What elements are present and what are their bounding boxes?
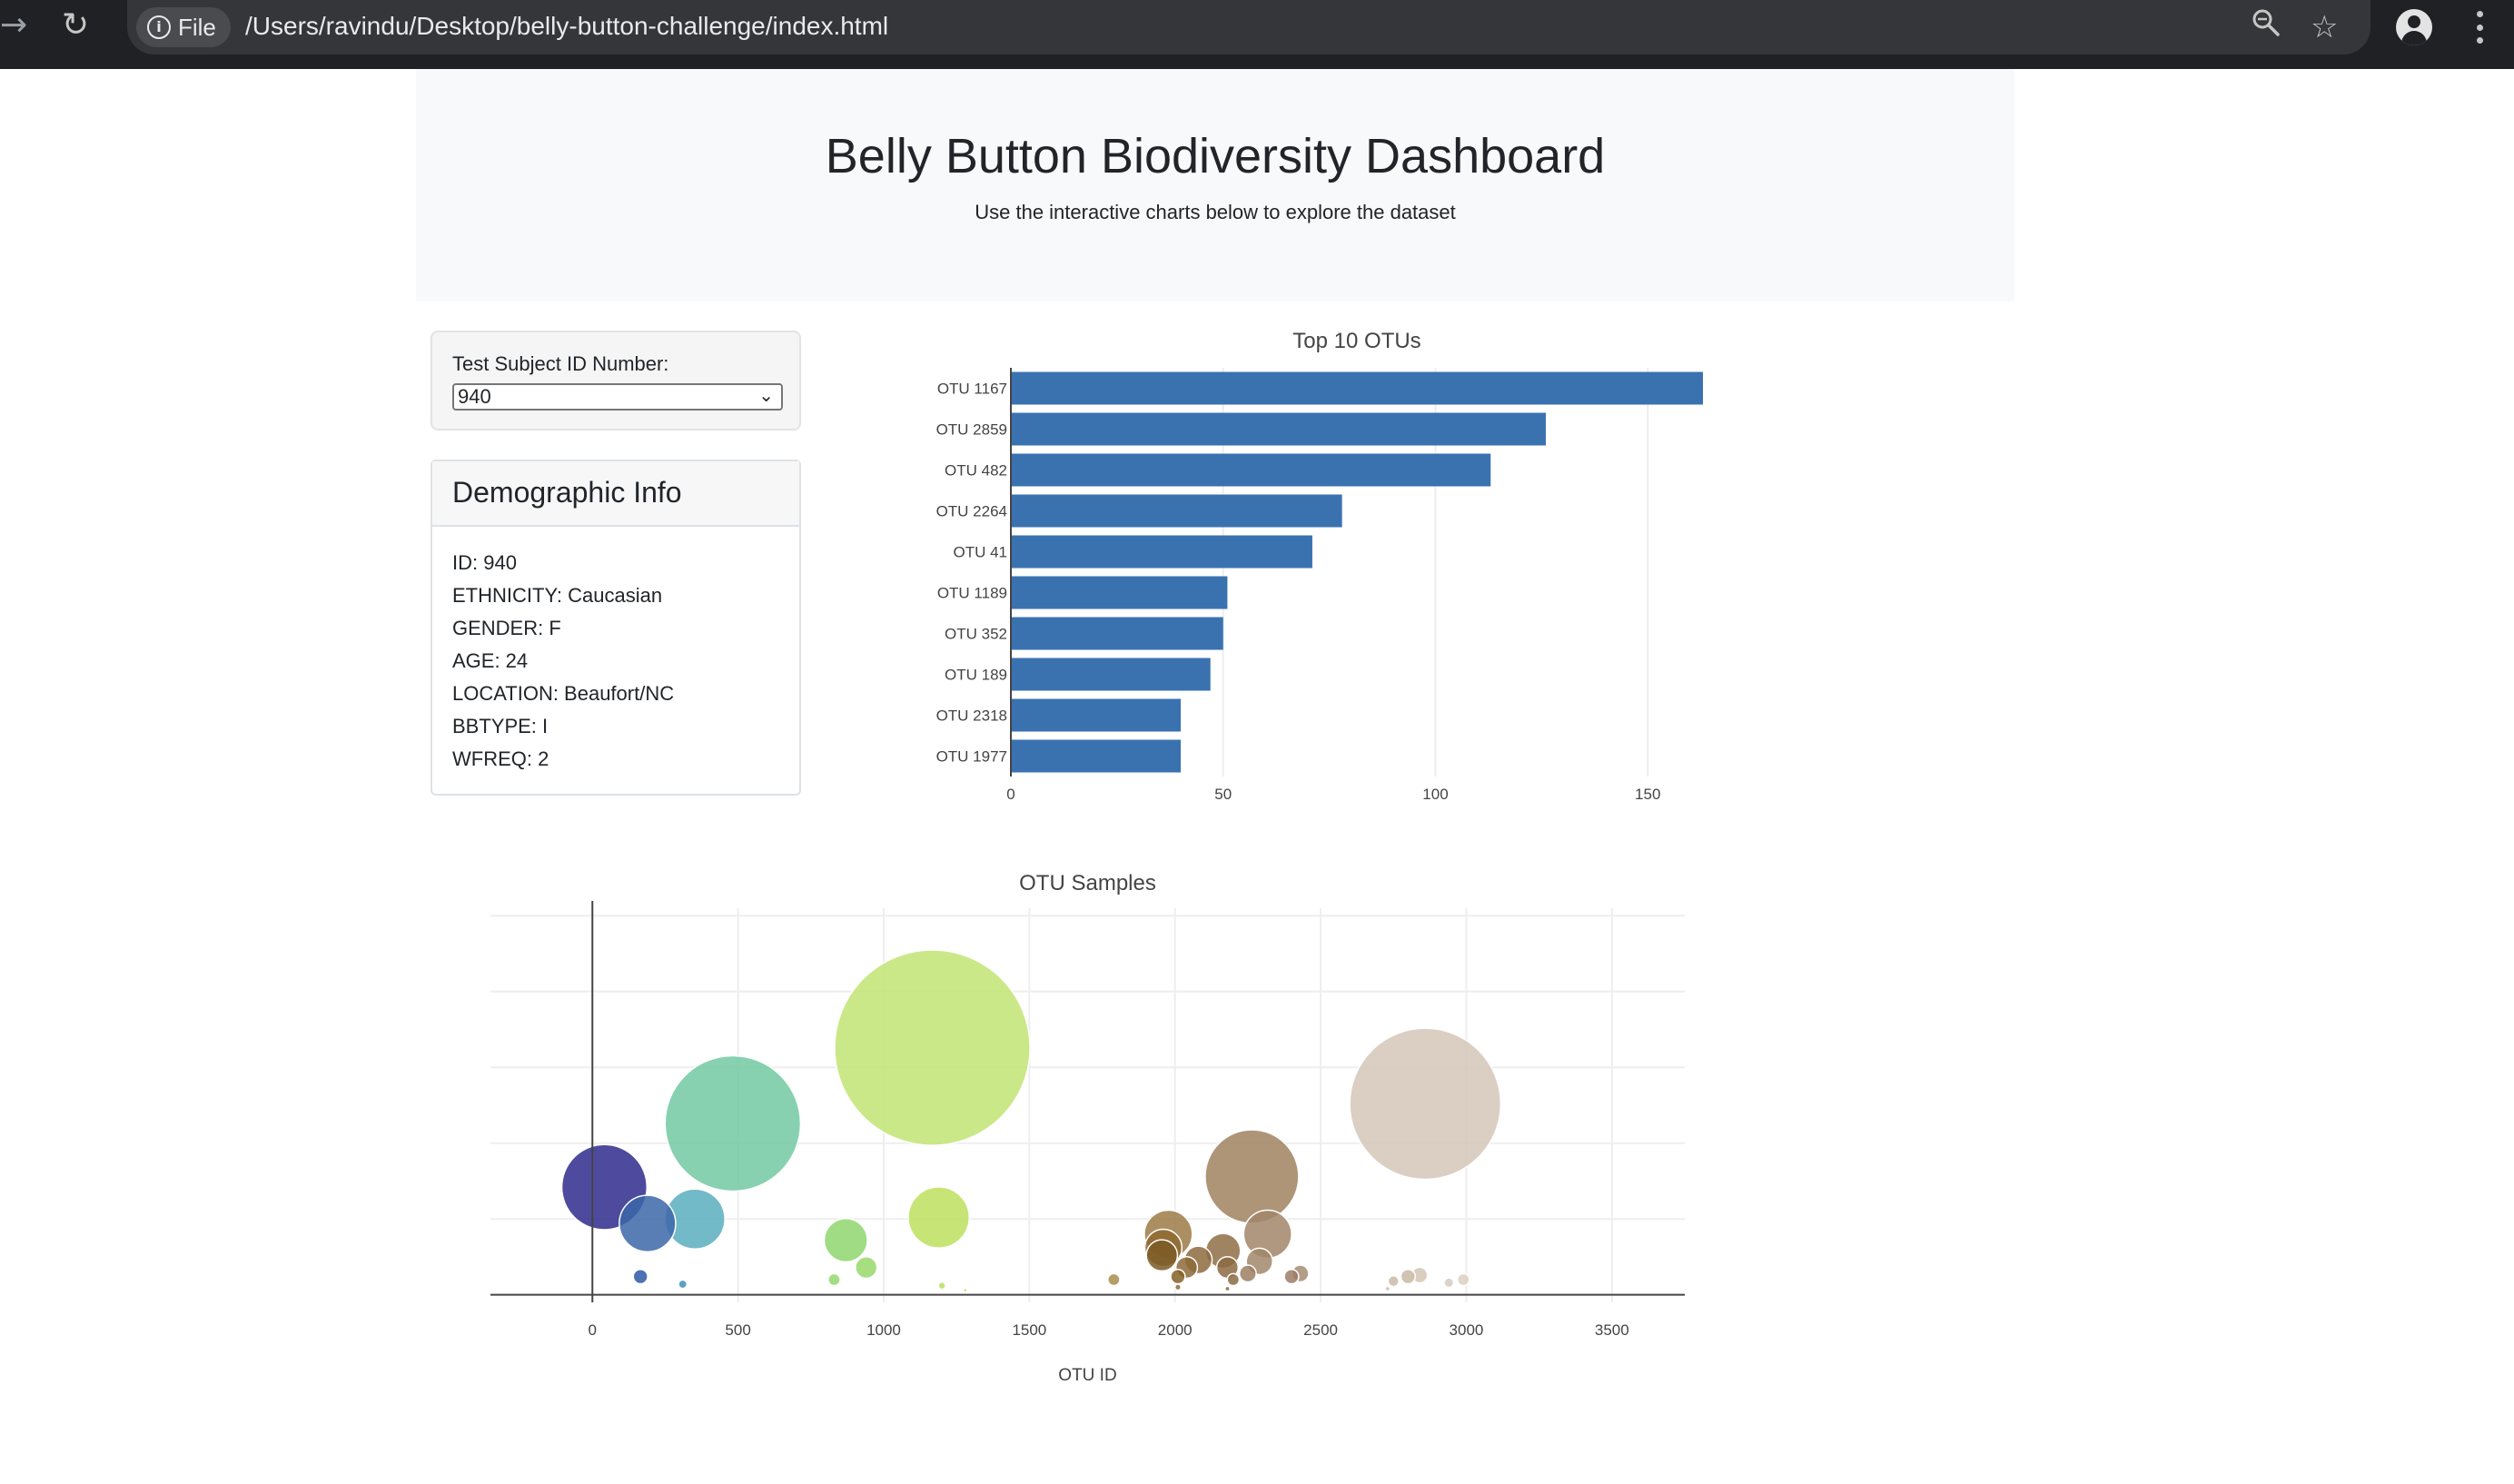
bar bbox=[1011, 617, 1223, 650]
bar-category-label: OTU 1977 bbox=[936, 748, 1007, 766]
bar-chart-title: Top 10 OTUs bbox=[1292, 329, 1420, 353]
demographic-panel: Demographic Info ID: 940 ETHNICITY: Cauca… bbox=[431, 460, 801, 796]
bar-category-label: OTU 1189 bbox=[937, 585, 1007, 602]
file-label: File bbox=[178, 14, 216, 41]
top-otus-bar-chart: 0 50 100 150 OTU 1167 OTU 2859 OTU 482 OTU 2264… bbox=[936, 329, 1703, 803]
bubble bbox=[1400, 1268, 1416, 1285]
bar bbox=[1011, 658, 1211, 691]
bubble-x-tick-label: 2500 bbox=[1303, 1321, 1338, 1339]
profile-avatar-icon[interactable] bbox=[2396, 9, 2432, 45]
bubble bbox=[632, 1268, 648, 1285]
bar bbox=[1011, 739, 1181, 773]
info-icon: i bbox=[147, 15, 171, 39]
demographic-row: ETHNICITY: Caucasian bbox=[452, 584, 663, 607]
bubble-x-tick-label: 2000 bbox=[1158, 1321, 1193, 1339]
bubble bbox=[1224, 1285, 1231, 1292]
bar-x-tick-label: 100 bbox=[1422, 786, 1448, 803]
bubble bbox=[855, 1255, 878, 1280]
bubble bbox=[963, 1287, 968, 1293]
chevron-down-icon: ⌄ bbox=[758, 384, 774, 406]
subject-id-value: 940 bbox=[458, 385, 491, 408]
bar-x-tick-label: 0 bbox=[1006, 786, 1015, 803]
bubble bbox=[1170, 1268, 1186, 1285]
site-info-chip[interactable]: i File bbox=[136, 7, 231, 47]
bubble-x-tick-label: 0 bbox=[589, 1321, 597, 1339]
subject-selector-label: Test Subject ID Number: bbox=[452, 352, 669, 375]
bubble bbox=[834, 949, 1031, 1146]
bubble bbox=[1456, 1272, 1470, 1287]
bookmark-star-icon[interactable]: ☆ bbox=[2311, 9, 2339, 45]
bubble bbox=[1145, 1239, 1179, 1272]
bubble bbox=[1173, 1283, 1182, 1291]
page-title: Belly Button Biodiversity Dashboard bbox=[825, 129, 1606, 183]
menu-kebab-icon[interactable] bbox=[2476, 11, 2483, 44]
bubble bbox=[1384, 1285, 1391, 1292]
bar-category-label: OTU 1167 bbox=[937, 381, 1007, 398]
address-bar[interactable]: i File /Users/ravindu/Desktop/belly-butt… bbox=[127, 0, 2370, 54]
demographic-info-list: ID: 940 ETHNICITY: Caucasian GENDER: F AGE:… bbox=[432, 527, 799, 776]
bubble bbox=[619, 1194, 677, 1252]
url-text[interactable]: /Users/ravindu/Desktop/belly-button-chal… bbox=[245, 12, 889, 40]
subject-selector-well: Test Subject ID Number: 940 ⌄ bbox=[431, 331, 801, 430]
bubble bbox=[823, 1218, 868, 1263]
reload-icon[interactable]: ↻ bbox=[62, 6, 90, 44]
bar bbox=[1011, 453, 1491, 487]
bubble-x-axis-label: OTU ID bbox=[1058, 1366, 1116, 1385]
demographic-row: ID: 940 bbox=[452, 551, 517, 574]
bar bbox=[1011, 412, 1547, 446]
bar-category-label: OTU 189 bbox=[945, 667, 1007, 684]
otu-samples-bubble-chart: 0501001502002500500100015002000250030003… bbox=[490, 871, 1685, 1385]
bubble bbox=[1349, 1027, 1502, 1181]
bubble-x-tick-label: 1500 bbox=[1012, 1321, 1046, 1339]
subject-id-select[interactable]: 940 ⌄ bbox=[452, 383, 783, 411]
bubble bbox=[1387, 1274, 1400, 1288]
bubble bbox=[678, 1279, 688, 1290]
browser-toolbar: → ↻ i File /Users/ravindu/Desktop/belly-… bbox=[0, 0, 2514, 69]
bar-category-label: OTU 2318 bbox=[936, 707, 1007, 725]
forward-arrow-icon[interactable]: → bbox=[0, 6, 28, 44]
bubble bbox=[1238, 1264, 1257, 1283]
demographic-row: AGE: 24 bbox=[452, 649, 529, 672]
page-subtitle: Use the interactive charts below to expl… bbox=[975, 201, 1456, 223]
demographic-row: GENDER: F bbox=[452, 617, 561, 639]
bar-category-label: OTU 482 bbox=[945, 462, 1007, 480]
bar bbox=[1011, 535, 1312, 569]
bar-category-label: OTU 41 bbox=[953, 544, 1007, 561]
bubble-chart-title: OTU Samples bbox=[1019, 871, 1156, 895]
demographic-panel-header: Demographic Info bbox=[432, 461, 799, 527]
bubble-x-tick-label: 3500 bbox=[1595, 1321, 1629, 1339]
demographic-panel-title: Demographic Info bbox=[452, 476, 682, 509]
bubble bbox=[1443, 1277, 1455, 1289]
bubble bbox=[1226, 1272, 1241, 1287]
bubble bbox=[1204, 1129, 1300, 1224]
bar-x-tick-label: 150 bbox=[1635, 786, 1660, 803]
bubble bbox=[1107, 1272, 1121, 1287]
demographic-row: WFREQ: 2 bbox=[452, 747, 549, 770]
bubble bbox=[1283, 1268, 1300, 1285]
bubble-x-tick-label: 3000 bbox=[1450, 1321, 1484, 1339]
demographic-row: BBTYPE: I bbox=[452, 715, 549, 737]
bubble-x-tick-label: 1000 bbox=[866, 1321, 901, 1339]
zoom-icon[interactable] bbox=[2251, 7, 2281, 48]
bar bbox=[1011, 494, 1342, 528]
bar bbox=[1011, 698, 1181, 732]
bar bbox=[1011, 371, 1703, 405]
bubble bbox=[907, 1186, 971, 1249]
bubble-x-tick-label: 500 bbox=[725, 1321, 750, 1339]
bubble bbox=[827, 1272, 841, 1287]
bar-category-label: OTU 2859 bbox=[936, 421, 1007, 439]
bar-x-tick-label: 50 bbox=[1214, 786, 1232, 803]
bubble bbox=[937, 1281, 946, 1291]
bar-category-label: OTU 352 bbox=[945, 626, 1007, 643]
header-banner: Belly Button Biodiversity Dashboard Use … bbox=[416, 69, 2014, 302]
bar bbox=[1011, 576, 1228, 609]
bubble bbox=[664, 1054, 802, 1192]
demographic-row: LOCATION: Beaufort/NC bbox=[452, 682, 675, 705]
bar-category-label: OTU 2264 bbox=[936, 503, 1007, 520]
